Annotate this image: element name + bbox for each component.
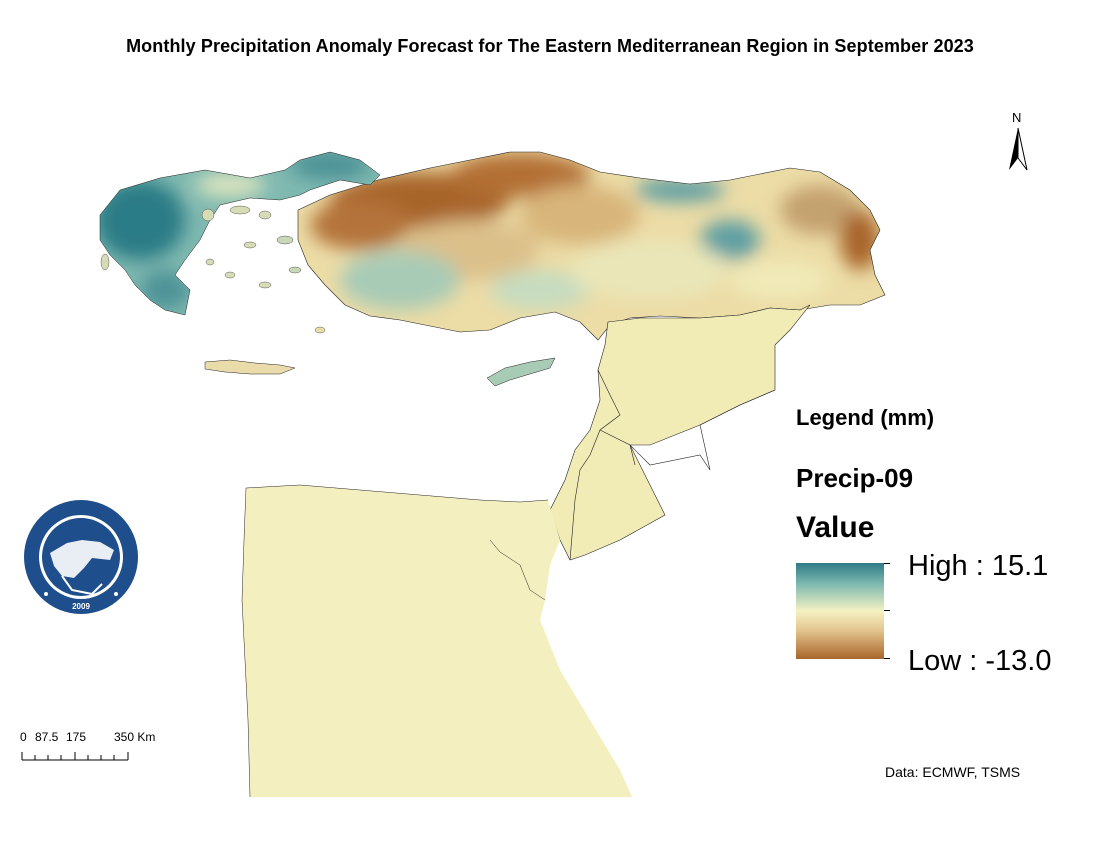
north-arrow-label: N	[1012, 110, 1022, 125]
scale-label-2: 175	[66, 730, 87, 744]
emcc-logo: 2009	[24, 500, 138, 614]
map-title: Monthly Precipitation Anomaly Forecast f…	[126, 36, 974, 56]
legend-tick-low	[884, 658, 890, 659]
crete-island	[204, 359, 296, 375]
legend-layer-name: Precip-09	[796, 463, 914, 493]
legend-tick-high	[884, 563, 890, 564]
aegean-islands	[100, 205, 326, 334]
legend-color-ramp	[796, 563, 884, 659]
legend-high-label: High : 15.1	[908, 550, 1049, 582]
scale-bar: 0 87.5 175 350 Km	[20, 730, 170, 770]
egypt-region	[241, 484, 632, 798]
turkey-region	[297, 151, 886, 341]
scale-label-0: 0	[20, 730, 27, 744]
map-legend: Legend (mm) Precip-09 Value High : 15.1 …	[796, 405, 1086, 695]
data-credit: Data: ECMWF, TSMS	[885, 764, 1021, 780]
legend-low-label: Low : -13.0	[908, 645, 1052, 677]
levant-region	[549, 304, 811, 561]
legend-heading: Legend (mm)	[796, 405, 935, 430]
cyprus-island	[486, 357, 556, 387]
scale-bar-ruler	[21, 752, 129, 761]
legend-tick-mid	[884, 610, 890, 611]
scale-label-3: 350 Km	[114, 730, 156, 744]
scale-label-1: 87.5	[35, 730, 59, 744]
legend-field-name: Value	[796, 511, 875, 544]
greece-region	[99, 151, 381, 316]
north-arrow-icon	[1009, 127, 1028, 171]
logo-year: 2009	[72, 602, 90, 611]
